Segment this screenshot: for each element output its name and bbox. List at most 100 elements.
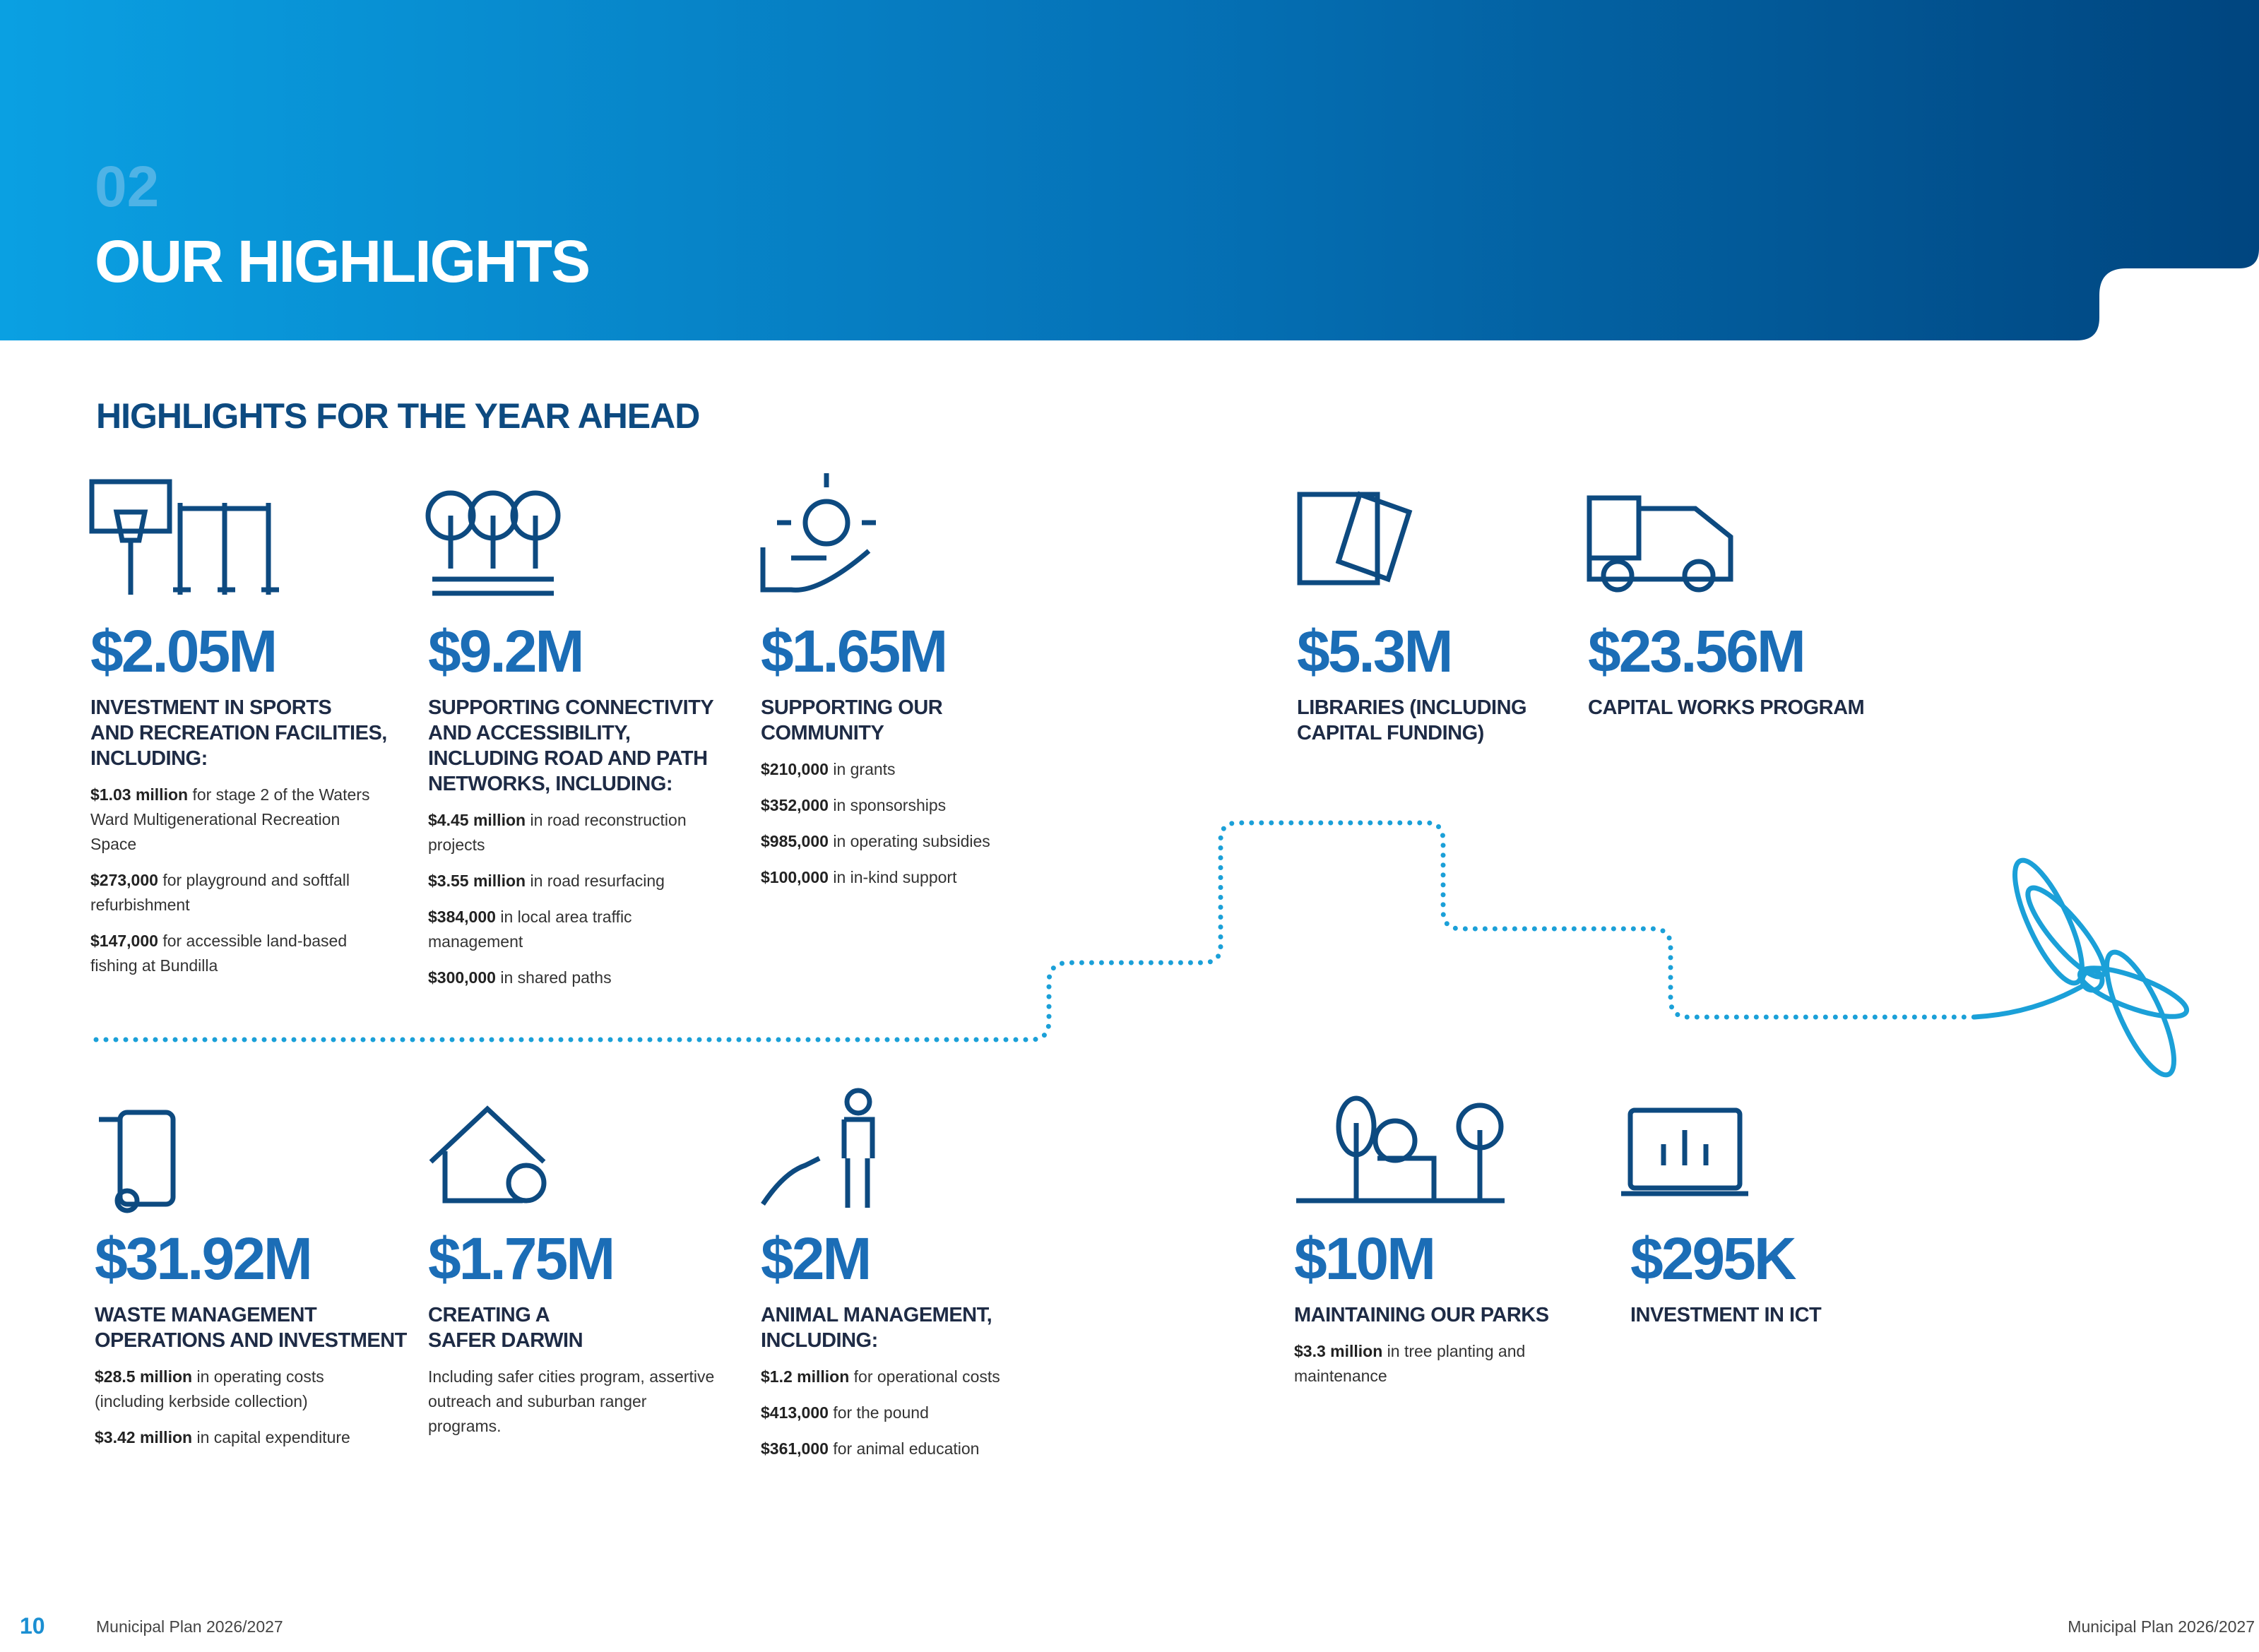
highlight: $2M ANIMAL MANAGEMENT, INCLUDING: $1.2 mill… [761, 1229, 1050, 1473]
heading-line: INVESTMENT IN ICT [1630, 1304, 1822, 1326]
heading-line: COMMUNITY [761, 722, 884, 744]
heading: CREATING A SAFER DARWIN [428, 1302, 718, 1353]
detail-amount: $413,000 [761, 1403, 829, 1422]
detail-amount: $28.5 million [95, 1367, 193, 1386]
detail-amount: $300,000 [428, 968, 496, 987]
heading-line: MAINTAINING OUR PARKS [1294, 1304, 1549, 1326]
highlight: $5.3M LIBRARIES (INCLUDING CAPITAL FUNDING… [1297, 618, 1527, 746]
details: $1.03 million for stage 2 of the Waters … [90, 783, 380, 978]
heading: SUPPORTING CONNECTIVITY AND ACCESSIBILITY… [428, 695, 718, 797]
detail: $300,000 in shared paths [428, 965, 718, 990]
detail-text: in tree planting and maintenance [1294, 1342, 1526, 1385]
detail-amount: $352,000 [761, 796, 829, 814]
heading: MAINTAINING OUR PARKS [1294, 1302, 1584, 1328]
highlight: $1.65M SUPPORTING OUR COMMUNITY $210,000 in… [761, 622, 1050, 901]
highlight: $1.75M CREATING A SAFER DARWIN Including sa… [428, 1229, 718, 1450]
detail: $1.03 million for stage 2 of the Waters … [90, 783, 380, 857]
detail: $3.42 million in capital expenditure [95, 1425, 384, 1450]
heading-line: CREATING A [428, 1304, 550, 1326]
amount: $2M [761, 1225, 872, 1292]
heading-line: AND ACCESSIBILITY, [428, 722, 631, 744]
heading-line: CAPITAL WORKS PROGRAM [1588, 696, 1865, 719]
detail: $100,000 in in-kind support [761, 865, 1050, 890]
section-title: HIGHLIGHTS FOR THE YEAR AHEAD [96, 396, 700, 436]
detail-text: Including safer cities program, assertiv… [428, 1367, 715, 1435]
amount: $2.05M [90, 618, 278, 684]
page-number: 10 [20, 1613, 45, 1639]
detail-text: in sponsorships [828, 796, 947, 814]
highlight: $295K INVESTMENT IN ICT [1630, 1225, 1822, 1328]
highlight: $10M MAINTAINING OUR PARKS $3.3 million in… [1294, 1229, 1584, 1400]
detail-text: for the pound [828, 1403, 929, 1422]
detail-text: in shared paths [495, 968, 612, 987]
detail-text: in in-kind support [828, 868, 957, 886]
heading-line: INCLUDING ROAD AND PATH [428, 747, 708, 770]
header-band [0, 0, 2259, 340]
detail-text: in operating costs (including kerbside c… [95, 1367, 324, 1410]
heading-line: LIBRARIES (INCLUDING [1297, 696, 1527, 719]
heading: CAPITAL WORKS PROGRAM [1588, 695, 1865, 720]
detail-text: for operational costs [849, 1367, 1000, 1386]
detail-amount: $384,000 [428, 908, 496, 926]
heading-line: CAPITAL FUNDING) [1297, 722, 1484, 744]
detail: $3.55 million in road resurfacing [428, 869, 718, 893]
heading-line: OPERATIONS AND INVESTMENT [95, 1329, 407, 1352]
icons [89, 473, 1748, 1213]
detail: $352,000 in sponsorships [761, 793, 1050, 818]
detail: $28.5 million in operating costs (includ… [95, 1365, 384, 1414]
detail-text: in road resurfacing [526, 872, 665, 890]
heading-line: AND RECREATION FACILITIES, [90, 722, 387, 744]
details: $210,000 in grants $352,000 in sponsorshi… [761, 757, 1050, 890]
amount: $31.92M [95, 1225, 313, 1292]
heading: INVESTMENT IN SPORTS AND RECREATION FACIL… [90, 695, 387, 771]
details: $3.3 million in tree planting and mainte… [1294, 1339, 1584, 1389]
detail-amount: $1.03 million [90, 785, 189, 804]
detail: $361,000 for animal education [761, 1437, 1050, 1461]
detail-text: in operating subsidies [828, 832, 990, 850]
detail-amount: $100,000 [761, 868, 829, 886]
amount: $295K [1630, 1225, 1797, 1292]
detail-text: for playground and softfall refurbishmen… [90, 871, 350, 914]
heading: ANIMAL MANAGEMENT, INCLUDING: [761, 1302, 1050, 1353]
highlight: $2.05M INVESTMENT IN SPORTS AND RECREATION… [90, 622, 387, 990]
dragonfly [1974, 857, 2190, 1078]
dotted-path [93, 820, 1977, 1042]
heading-line: SAFER DARWIN [428, 1329, 583, 1352]
heading-line: INVESTMENT IN SPORTS [90, 696, 332, 719]
footer-right: Municipal Plan 2026/2027 [2068, 1617, 2255, 1636]
detail-text: in capital expenditure [192, 1428, 350, 1446]
page-title: OUR HIGHLIGHTS [95, 228, 591, 295]
heading-line: SUPPORTING CONNECTIVITY [428, 696, 714, 719]
detail-amount: $361,000 [761, 1439, 829, 1458]
detail-amount: $4.45 million [428, 811, 526, 829]
details: $4.45 million in road reconstruction pro… [428, 808, 718, 990]
detail-amount: $210,000 [761, 760, 829, 778]
heading: INVESTMENT IN ICT [1630, 1302, 1822, 1328]
detail-amount: $3.3 million [1294, 1342, 1383, 1360]
detail: $147,000 for accessible land-based fishi… [90, 929, 380, 978]
highlight: $9.2M SUPPORTING CONNECTIVITY AND ACCESSIB… [428, 622, 718, 1002]
amount: $10M [1294, 1225, 1436, 1292]
heading-line: ANIMAL MANAGEMENT, [761, 1304, 992, 1326]
detail-amount: $3.55 million [428, 872, 526, 890]
heading-line: SUPPORTING OUR [761, 696, 943, 719]
heading: SUPPORTING OUR COMMUNITY [761, 695, 1050, 746]
detail-text: for stage 2 of the Waters Ward Multigene… [90, 785, 370, 853]
detail: Including safer cities program, assertiv… [428, 1365, 718, 1439]
detail-text: in grants [828, 760, 896, 778]
detail: $273,000 for playground and softfall ref… [90, 868, 380, 917]
section-number: 02 [95, 155, 160, 219]
detail: $985,000 in operating subsidies [761, 829, 1050, 854]
amount: $23.56M [1588, 618, 1806, 684]
detail: $210,000 in grants [761, 757, 1050, 782]
detail-amount: $273,000 [90, 871, 158, 889]
detail-text: in road reconstruction projects [428, 811, 687, 854]
highlight: $31.92M WASTE MANAGEMENT OPERATIONS AND IN… [95, 1229, 407, 1461]
amount: $5.3M [1297, 618, 1453, 684]
details: $28.5 million in operating costs (includ… [95, 1365, 384, 1450]
heading-line: INCLUDING: [90, 747, 208, 770]
heading-line: WASTE MANAGEMENT [95, 1304, 317, 1326]
detail-text: in local area traffic management [428, 908, 632, 951]
detail: $3.3 million in tree planting and mainte… [1294, 1339, 1584, 1389]
